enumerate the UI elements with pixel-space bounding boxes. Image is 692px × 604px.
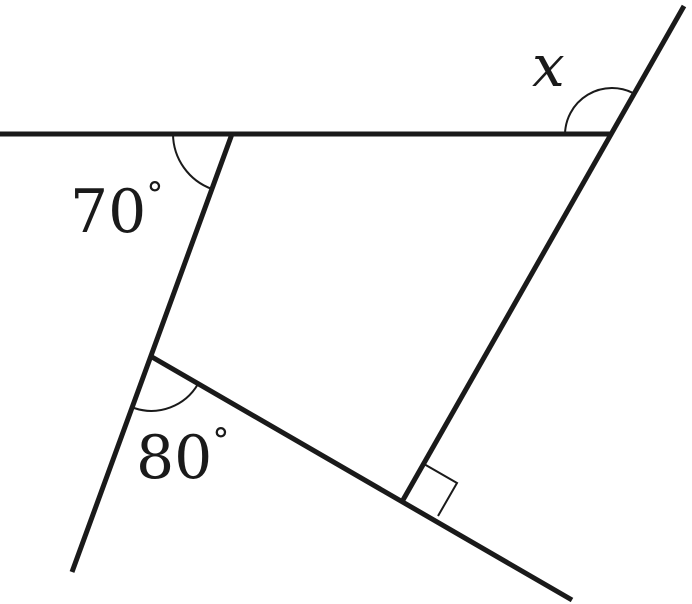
angle-80-arc: [133, 383, 199, 412]
right-angle-marker: [423, 463, 459, 517]
angle-x-label: x: [532, 32, 565, 100]
angle-80-value: 80: [136, 423, 212, 493]
angle-80-degree: °: [212, 421, 229, 461]
angle-70-degree: °: [146, 175, 163, 215]
angle-70-arc: [172, 133, 213, 190]
angle-80-label: 80°: [136, 421, 229, 493]
right-slanted-line: [400, 4, 687, 502]
bottom-transversal-line: [150, 354, 574, 603]
angle-x-arc: [564, 87, 634, 135]
angle-70-value: 70: [70, 177, 146, 247]
angle-70-label: 70°: [70, 175, 163, 247]
left-slanted-line: [69, 133, 235, 573]
